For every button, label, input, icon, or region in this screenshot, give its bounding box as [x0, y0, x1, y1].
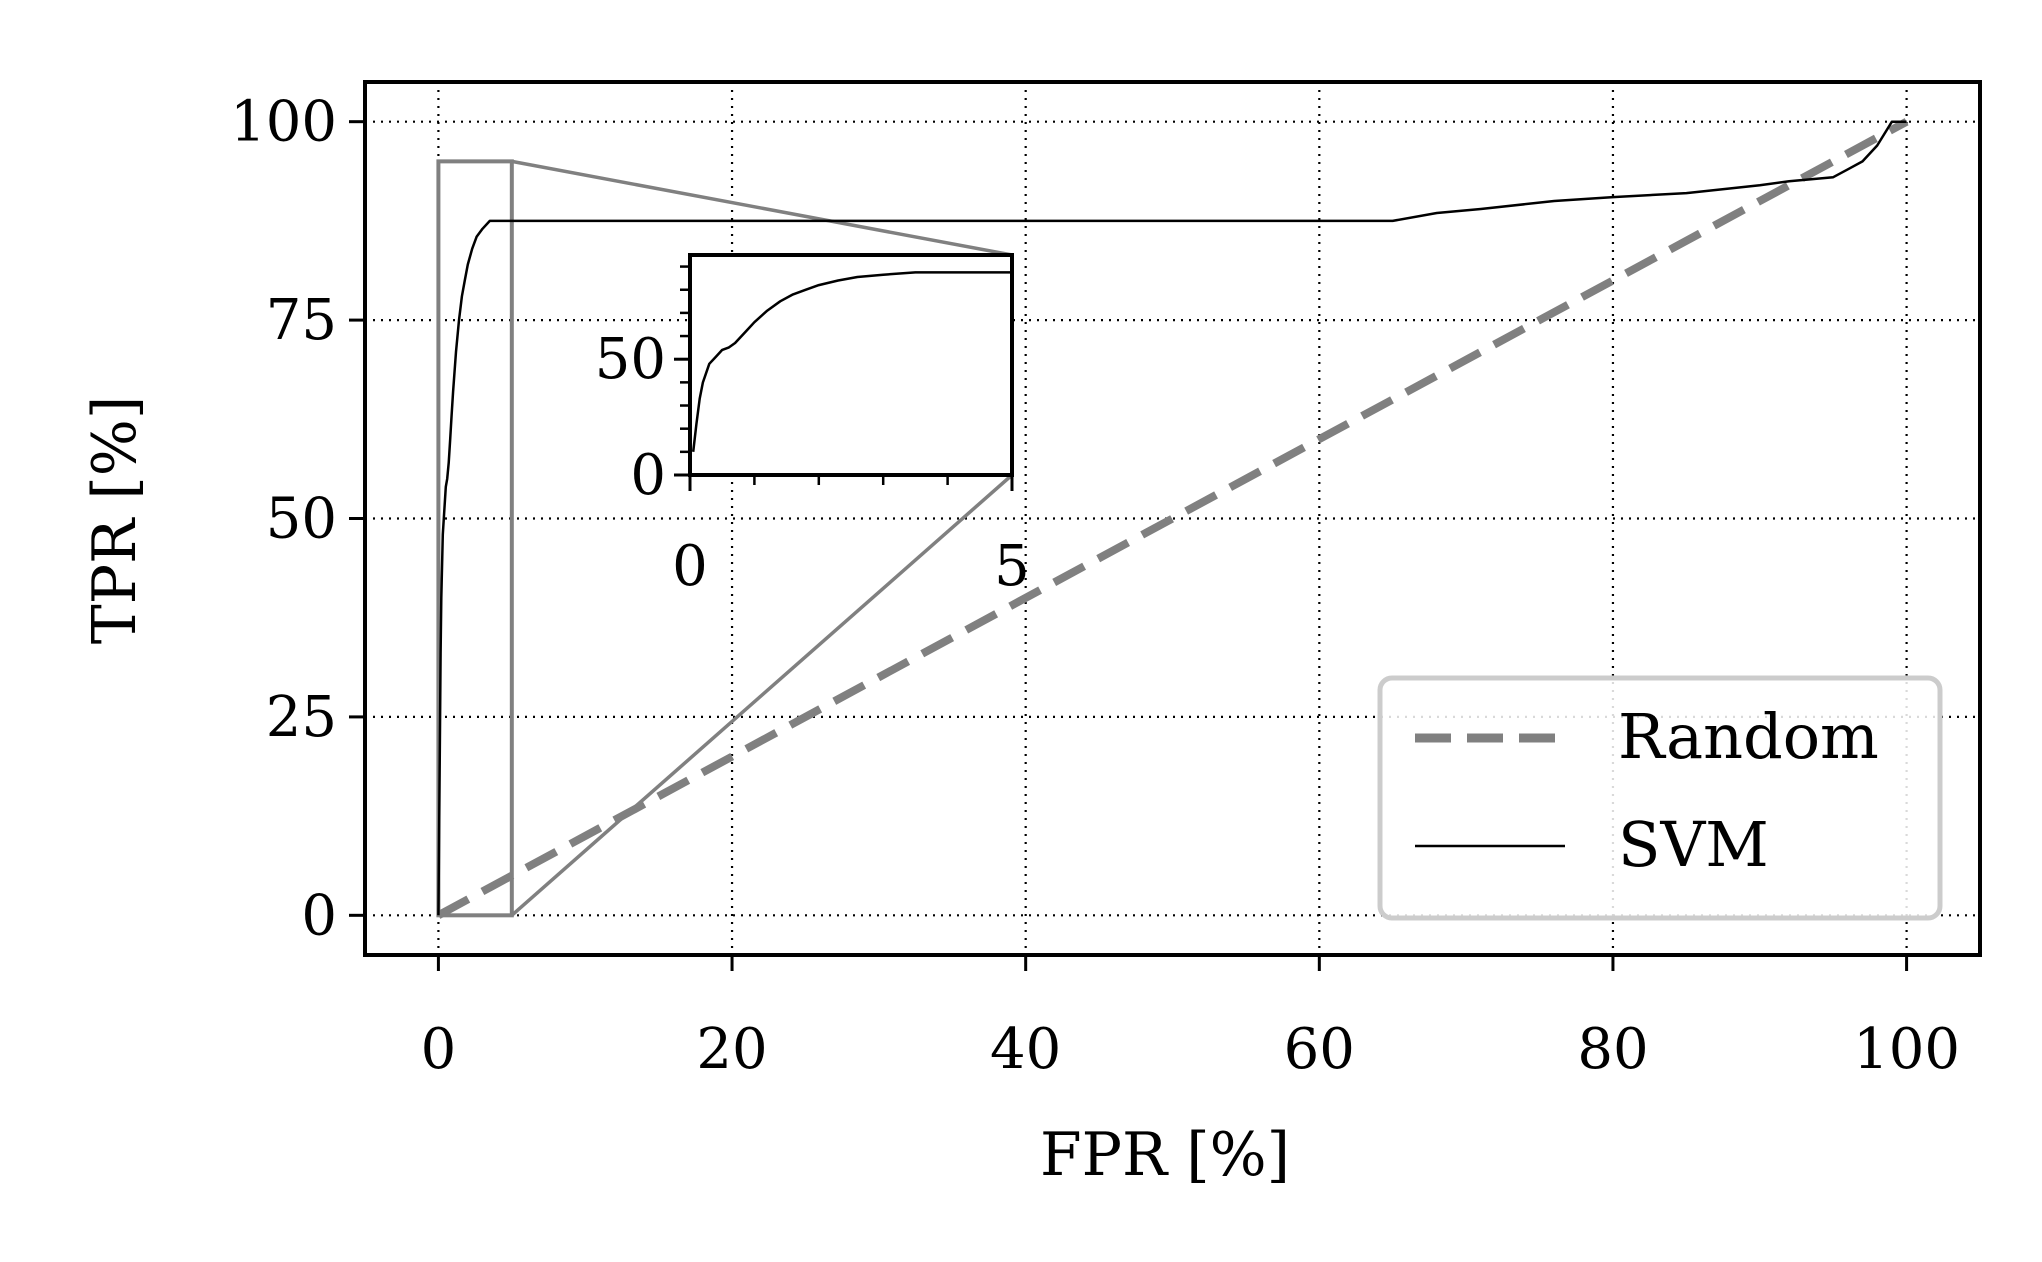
zoom-connector [511, 159, 1013, 257]
x-tick-label: 40 [990, 1017, 1061, 1082]
series-line-svm [437, 120, 1907, 916]
legend: Random SVM [1377, 675, 1943, 921]
inset-svm-line [691, 271, 1012, 452]
inset-x-tick-label: 0 [672, 534, 708, 599]
series-layer [436, 118, 1909, 919]
legend-random-label: Random [1618, 700, 1879, 773]
inset-axes: 0 50 0 5 [595, 253, 1030, 599]
x-tick-label: 20 [696, 1017, 767, 1082]
y-tick-label: 50 [266, 487, 337, 552]
y-tick-label: 75 [266, 288, 337, 353]
x-tick-label: 80 [1577, 1017, 1648, 1082]
y-tick-label: 0 [301, 883, 337, 948]
y-tick-label: 100 [230, 90, 337, 155]
inset-y-tick-label: 50 [595, 327, 666, 392]
y-tick-label: 25 [266, 685, 337, 750]
plot-frame [363, 80, 1982, 957]
legend-svm-label: SVM [1618, 808, 1769, 881]
inset-x-tick-label: 5 [994, 534, 1030, 599]
inset-y-tick-label: 0 [630, 443, 666, 508]
x-tick-label: 60 [1284, 1017, 1355, 1082]
x-tick-label: 0 [421, 1017, 457, 1082]
y-axis-label: TPR [%] [80, 396, 150, 644]
zoom-rectangle [436, 159, 514, 918]
inset-background [690, 255, 1012, 475]
zoom-connector [510, 473, 1014, 917]
inset-frame [688, 253, 1014, 477]
series-line-random [436, 118, 1909, 919]
zoom-indicator [436, 159, 1014, 918]
x-axis-label: FPR [%] [1040, 1120, 1290, 1190]
x-tick-label: 100 [1853, 1017, 1960, 1082]
